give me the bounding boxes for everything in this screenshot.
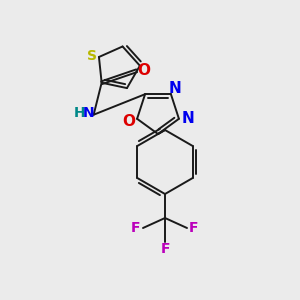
Text: F: F <box>131 221 141 235</box>
Text: O: O <box>137 63 150 78</box>
Text: F: F <box>160 242 170 256</box>
Text: F: F <box>189 221 199 235</box>
Text: O: O <box>123 114 136 129</box>
Text: N: N <box>169 81 181 96</box>
Text: S: S <box>87 49 97 63</box>
Text: H: H <box>74 106 85 120</box>
Text: N: N <box>182 111 194 126</box>
Text: N: N <box>83 106 94 120</box>
